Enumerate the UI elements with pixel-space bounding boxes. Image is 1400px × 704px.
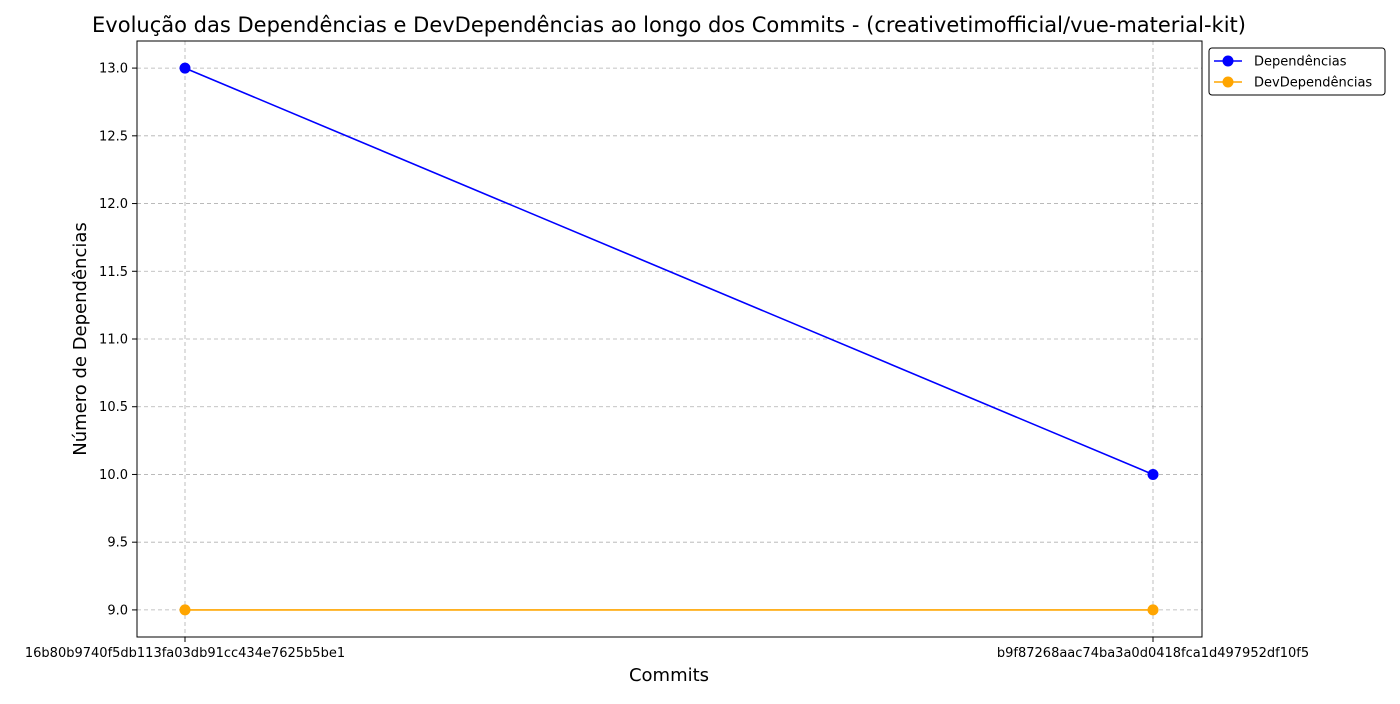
y-axis: 9.0 9.5 10.0 10.5 11.0 11.5 12.0 12.5 13.0 xyxy=(99,62,137,618)
y-tick-label: 11.5 xyxy=(99,265,128,280)
series-layer xyxy=(179,62,1159,616)
x-axis: 16b80b9740f5db113fa03db91cc434e7625b5be1… xyxy=(25,637,1309,661)
y-tick-label: 10.5 xyxy=(99,400,128,415)
series-line-dependencias xyxy=(184,67,1154,476)
data-point-dependencias xyxy=(179,62,191,74)
legend-marker-devdependencias xyxy=(1222,76,1234,88)
y-tick-label: 10.0 xyxy=(99,468,128,483)
y-tick-label: 13.0 xyxy=(99,62,128,77)
x-tick-label: 16b80b9740f5db113fa03db91cc434e7625b5be1 xyxy=(25,646,345,661)
data-point-dependencias xyxy=(1147,468,1159,480)
y-tick-label: 12.5 xyxy=(99,129,128,144)
legend-label-dependencias: Dependências xyxy=(1254,55,1347,70)
x-axis-label: Commits xyxy=(629,665,709,686)
data-point-devdependencias xyxy=(1147,604,1159,616)
y-tick-label: 11.0 xyxy=(99,333,128,348)
legend-box xyxy=(1208,47,1386,96)
legend-label-devdependencias: DevDependências xyxy=(1254,76,1372,91)
chart-title: Evolução das Dependências e DevDependênc… xyxy=(92,13,1246,37)
y-tick-label: 12.0 xyxy=(99,197,128,212)
data-point-devdependencias xyxy=(179,604,191,616)
x-tick-label: b9f87268aac74ba3a0d0418fca1d497952df10f5 xyxy=(997,646,1309,661)
y-axis-label: Número de Dependências xyxy=(70,222,91,456)
y-tick-label: 9.5 xyxy=(107,536,128,551)
legend: Dependências DevDependências xyxy=(1208,47,1386,96)
legend-marker-dependencias xyxy=(1222,55,1234,67)
y-tick-label: 9.0 xyxy=(107,603,128,618)
grid xyxy=(137,41,1202,637)
